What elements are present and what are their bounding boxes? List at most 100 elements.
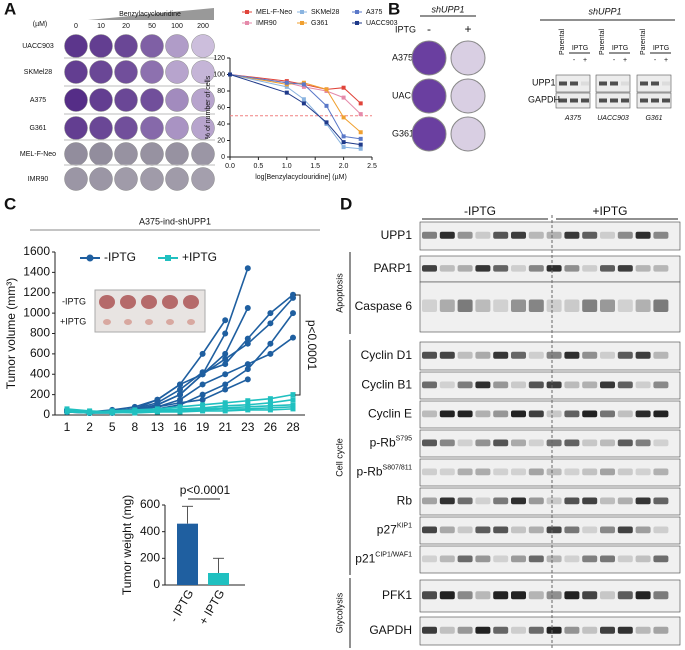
- band: [564, 410, 580, 418]
- plates-title: shUPP1: [431, 4, 464, 14]
- protein-site: KIP1: [397, 522, 412, 529]
- protein-name: p27: [377, 523, 397, 537]
- plate-well: [450, 40, 486, 76]
- plate-well: [89, 116, 113, 140]
- plate-well: [140, 167, 164, 191]
- plate-well: [64, 142, 88, 166]
- band: [439, 626, 455, 634]
- protein-label: PARP1: [374, 261, 413, 275]
- protein-label: PFK1: [382, 588, 412, 602]
- y-tick-label: 800: [30, 326, 50, 340]
- band: [528, 439, 544, 447]
- y-tick-label: 200: [140, 551, 160, 565]
- y-tick-label: 400: [140, 524, 160, 538]
- point: [154, 396, 161, 403]
- tumor: [187, 319, 195, 325]
- protein-label: p27KIP1: [377, 522, 412, 536]
- band: [582, 410, 598, 418]
- band: [528, 381, 544, 389]
- point: [341, 85, 346, 90]
- band: [439, 231, 455, 239]
- point: [222, 371, 229, 378]
- tumor: [103, 319, 111, 325]
- concentration-label: 100: [171, 23, 183, 30]
- minus-label: -: [573, 57, 576, 64]
- band: [439, 468, 455, 476]
- band: [493, 381, 509, 389]
- protein-label: p21CIP1/WAF1: [355, 551, 412, 565]
- band: [653, 351, 669, 359]
- band: [635, 526, 651, 534]
- point: [199, 396, 206, 403]
- plate-well: [89, 142, 113, 166]
- plus-label: +: [623, 57, 627, 64]
- plate-well: [114, 142, 138, 166]
- band: [617, 410, 633, 418]
- band: [570, 98, 578, 103]
- protein-label: p-RbS807/811: [357, 464, 413, 478]
- parental-label: Parental: [599, 28, 606, 55]
- band: [528, 591, 544, 600]
- section-label: Glycolysis: [334, 592, 344, 633]
- minus-label: -: [427, 22, 431, 36]
- band: [439, 381, 455, 389]
- band: [617, 299, 633, 312]
- point: [199, 371, 206, 378]
- band: [475, 497, 491, 505]
- band: [511, 591, 526, 600]
- band: [600, 526, 615, 534]
- band: [422, 381, 437, 389]
- parental-label: Parental: [640, 28, 647, 55]
- band: [653, 410, 669, 418]
- point: [222, 350, 229, 357]
- band: [475, 439, 491, 447]
- band: [475, 299, 491, 312]
- plate-well: [114, 167, 138, 191]
- band: [635, 231, 651, 239]
- point: [290, 310, 296, 317]
- band: [564, 231, 580, 239]
- legend-marker: [355, 21, 359, 25]
- plate-well: [64, 116, 88, 140]
- point: [358, 136, 363, 141]
- point: [177, 399, 183, 406]
- x-tick-label: 0.0: [225, 163, 235, 170]
- annotation: p<0.0001: [305, 320, 319, 371]
- cell-line-label: MEL-F-Neo: [20, 151, 56, 158]
- condition-label: IPTG: [395, 24, 416, 34]
- point: [244, 376, 251, 383]
- band: [564, 555, 580, 563]
- protein-label: UPP1: [532, 77, 556, 87]
- blot-cell-label: G361: [645, 115, 662, 122]
- y-tick-label: 1000: [23, 305, 50, 319]
- band: [457, 497, 473, 505]
- point: [199, 350, 206, 357]
- band: [600, 591, 615, 600]
- band: [617, 381, 633, 389]
- x-tick-label: 28: [286, 420, 300, 434]
- band: [511, 526, 526, 534]
- band: [582, 526, 598, 534]
- band: [582, 591, 598, 600]
- band: [600, 468, 615, 476]
- point: [87, 409, 93, 415]
- legend-marker: [86, 254, 94, 262]
- plate-well: [140, 34, 164, 58]
- bar: [177, 523, 198, 585]
- band: [617, 497, 633, 505]
- band: [493, 555, 509, 563]
- unit-label: (µM): [33, 21, 48, 28]
- plate-well: [140, 142, 164, 166]
- concentration-label: 200: [197, 23, 209, 30]
- band: [475, 591, 491, 600]
- plate-well: [165, 116, 189, 140]
- band: [457, 526, 473, 534]
- band: [635, 410, 651, 418]
- band: [581, 98, 589, 103]
- point: [244, 361, 251, 368]
- inset-label: -IPTG: [62, 296, 86, 306]
- series-line: [229, 74, 361, 150]
- band: [640, 98, 648, 103]
- iptg-label: IPTG: [653, 45, 669, 52]
- y-tick-label: 80: [217, 88, 225, 95]
